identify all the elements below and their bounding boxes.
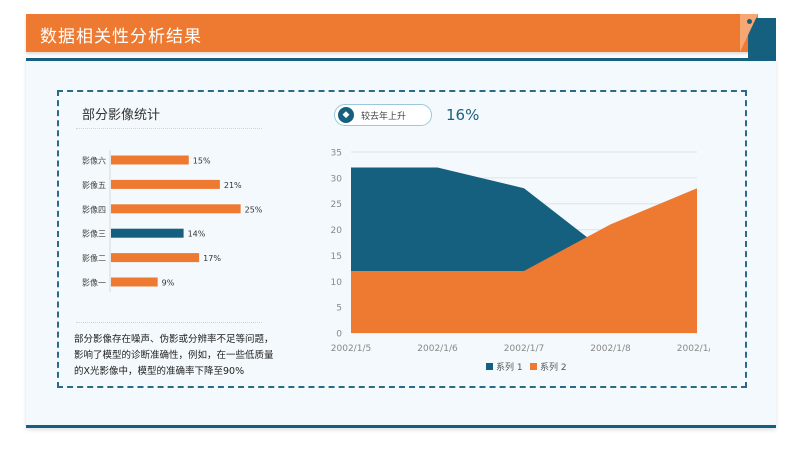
- area-chart: 0 5 10 15 20 25 30 35 2002/1/5 2002/1/6 2002/1/7 20…: [331, 149, 710, 374]
- bar-value-label: 15%: [193, 157, 211, 166]
- bar: [111, 253, 200, 263]
- corner-dot: [747, 19, 752, 24]
- bar-category-label: 影像一: [82, 278, 106, 288]
- trend-badge-label: 较去年上升: [361, 112, 407, 122]
- bar: [111, 277, 158, 287]
- trend-badge: ◆ 较去年上升: [334, 104, 432, 126]
- bar: [111, 155, 189, 165]
- bar-value-label: 14%: [188, 230, 206, 239]
- y-tick-label: 15: [331, 252, 342, 262]
- legend-swatch: [486, 363, 493, 370]
- x-tick-label: 2002/1/9: [677, 344, 710, 354]
- legend-label: 系列 2: [540, 361, 567, 373]
- trend-value: 16%: [446, 106, 480, 124]
- y-tick-label: 35: [331, 149, 342, 159]
- legend-swatch: [530, 363, 537, 370]
- title-bar: 数据相关性分析结果: [26, 14, 758, 52]
- area-series-2: [351, 188, 697, 333]
- y-tick-label: 5: [336, 304, 342, 314]
- y-tick-label: 25: [331, 200, 342, 210]
- divider: [76, 322, 262, 323]
- x-tick-label: 2002/1/5: [331, 344, 371, 354]
- divider: [76, 128, 262, 129]
- bar-category-label: 影像三: [82, 229, 106, 239]
- x-tick-label: 2002/1/8: [590, 344, 631, 354]
- bar-category-label: 影像二: [82, 253, 106, 263]
- diamond-icon: ◆: [338, 107, 354, 123]
- y-tick-label: 0: [336, 330, 342, 340]
- y-tick-label: 20: [331, 226, 343, 236]
- bar-value-label: 21%: [224, 181, 242, 190]
- y-tick-label: 30: [331, 174, 343, 184]
- bar: [111, 228, 184, 238]
- bar-value-label: 9%: [162, 279, 175, 288]
- legend-label: 系列 1: [496, 361, 523, 373]
- x-tick-label: 2002/1/6: [417, 344, 458, 354]
- dashed-frame: [57, 90, 747, 388]
- page-title: 数据相关性分析结果: [40, 27, 202, 47]
- y-tick-label: 10: [331, 278, 343, 288]
- bar-category-label: 影像五: [82, 180, 106, 190]
- left-panel-title: 部分影像统计: [82, 108, 161, 123]
- description-text: 部分影像存在噪声、伪影或分辨率不足等问题，影响了模型的诊断准确性，例如，在一些低…: [74, 334, 274, 377]
- bar-category-label: 影像六: [82, 156, 106, 166]
- bar: [111, 204, 241, 214]
- bar-value-label: 17%: [203, 254, 221, 263]
- bar-value-label: 25%: [245, 205, 263, 214]
- bar-chart: 影像六 15% 影像五 21% 影像四 25% 影像三 14% 影像二 17% 影像一 9%: [82, 150, 263, 292]
- corner-fold: [740, 14, 758, 52]
- bar-category-label: 影像四: [82, 204, 106, 214]
- x-tick-label: 2002/1/7: [504, 344, 544, 354]
- bar: [111, 179, 220, 189]
